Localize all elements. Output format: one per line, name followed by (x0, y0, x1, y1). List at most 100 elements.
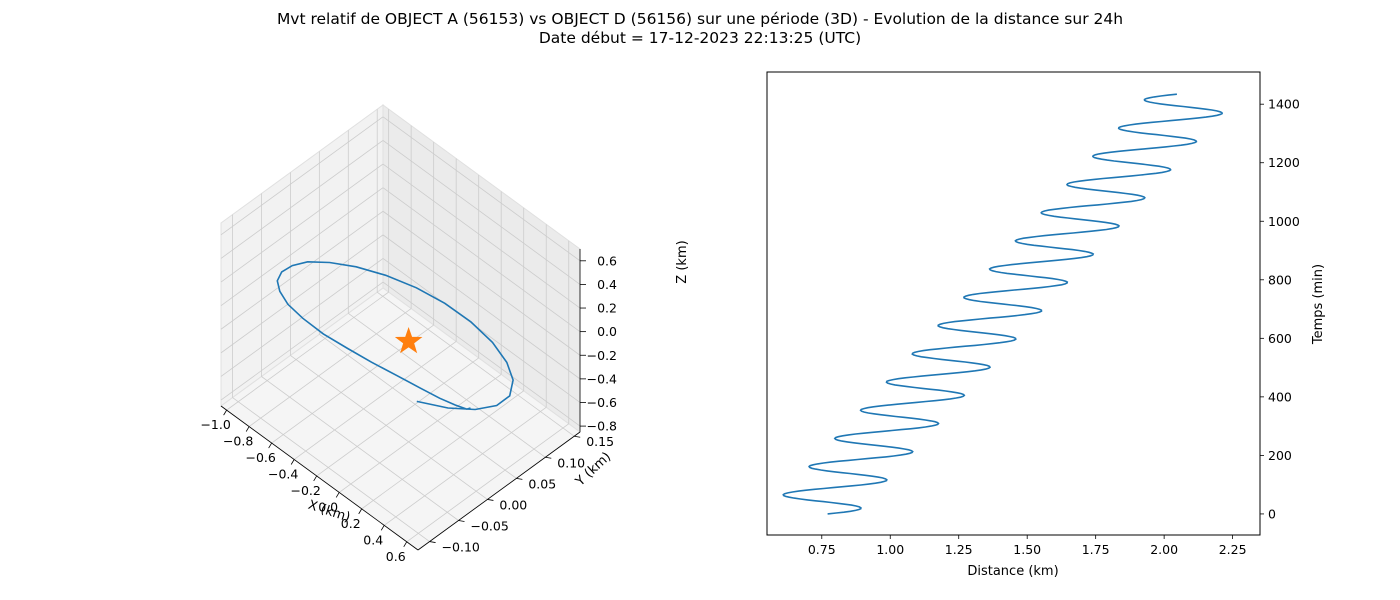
tick-x3d (335, 492, 340, 498)
distance-series-line (782, 93, 1224, 515)
tick-x3d (245, 426, 250, 432)
axes-3d-panes (220, 104, 581, 551)
grid-line-z-back (382, 140, 581, 285)
tick-y3d (458, 520, 465, 522)
tick-label-x3d: −0.6 (245, 450, 275, 465)
tick-label-z3d: −0.8 (587, 419, 617, 434)
grid-line-x-floor (361, 390, 524, 510)
axis-label-distance: Distance (km) (967, 564, 1058, 579)
grid-line-x-floor (293, 341, 457, 460)
axes-2d-ticks: 0.75 1.00 1.25 1.50 1.75 2.00 2.25 0 200 400 600 80… (808, 97, 1300, 557)
tick-label-x2d: 1.00 (876, 542, 904, 557)
grid-line-z-left (220, 210, 384, 330)
tick-label-x3d: −0.2 (291, 483, 321, 498)
axis-label-z3d: Z (km) (675, 240, 690, 283)
trajectory-3d-line (276, 260, 514, 411)
tick-x3d (290, 459, 295, 465)
tick-label-x3d: −0.8 (223, 434, 253, 449)
tick-label-y3d: 0.05 (528, 476, 556, 491)
tick-label-z3d: 0.2 (597, 301, 617, 316)
axes-2d-frame (766, 71, 1261, 536)
grid-line-z-left (220, 116, 384, 236)
grid-line-x-floor (338, 374, 502, 493)
axis-label-temps: Temps (min) (1311, 264, 1326, 345)
grid-line-z-back (382, 234, 581, 380)
tick-x3d (380, 525, 385, 531)
tick-x3d (313, 475, 318, 482)
tick-label-x2d: 1.25 (945, 542, 973, 557)
tick-label-y3d: −0.05 (471, 519, 509, 534)
tick-label-y3d: 0.15 (586, 434, 614, 449)
grid-line-x-floor (226, 291, 389, 411)
tick-label-x3d: −0.4 (268, 466, 298, 481)
grid-line-y-floor (232, 397, 430, 542)
tick-x3d (268, 442, 273, 449)
tick-y3d (545, 456, 552, 459)
tick-label-x3d: 0.2 (341, 516, 361, 531)
tick-label-y2d: 400 (1268, 389, 1292, 404)
axes-3d-data (276, 260, 514, 411)
tick-label-y3d: −0.10 (442, 540, 480, 555)
grid-line-z-back (382, 116, 581, 262)
grid-line-z-left (220, 163, 384, 283)
tick-label-z3d: −0.2 (587, 348, 617, 363)
tick-label-z3d: 0.6 (597, 253, 617, 268)
tick-label-y2d: 600 (1268, 331, 1292, 346)
tick-label-y3d: 0.00 (499, 497, 527, 512)
grid-line-z-back (382, 187, 581, 332)
tick-label-x2d: 0.75 (808, 542, 836, 557)
tick-label-y2d: 800 (1268, 272, 1292, 287)
tick-label-x3d: −1.0 (200, 417, 230, 432)
tick-y3d (574, 435, 581, 438)
grid-line-z-back (382, 258, 581, 403)
tick-y3d (487, 499, 494, 501)
tick-label-y2d: 0 (1268, 506, 1276, 521)
origin-star-marker (394, 326, 423, 354)
tick-label-x3d: 0.0 (318, 499, 338, 514)
tick-label-z3d: 0.0 (597, 324, 617, 339)
grid-line-y-floor (290, 355, 488, 500)
tick-label-x2d: 1.50 (1013, 542, 1041, 557)
grid-line-x-floor (383, 406, 547, 526)
grid-line-x-floor (406, 423, 569, 543)
tick-label-x3d: 0.4 (363, 532, 383, 547)
grid-line-x-floor (248, 308, 412, 427)
grid-line-z-back (382, 210, 581, 356)
tick-label-x2d: 2.25 (1219, 542, 1247, 557)
grid-line-z-left (220, 281, 384, 401)
tick-y3d (429, 541, 436, 543)
tick-label-y2d: 200 (1268, 448, 1292, 463)
axis-line-y3d (417, 431, 581, 551)
figure-subtitle: Date début = 17-12-2023 22:13:25 (UTC) (538, 29, 862, 47)
tick-label-y2d: 1000 (1268, 214, 1300, 229)
axes-3d: −1.0−0.8−0.6−0.4−0.20.00.20.40.6−0.10−0.… (200, 104, 690, 564)
grid-line-z-back (382, 281, 581, 427)
tick-y3d (516, 477, 523, 480)
tick-x3d (403, 541, 408, 547)
tick-label-y2d: 1200 (1268, 155, 1300, 170)
tick-x3d (223, 409, 227, 416)
grid-line-z-left (220, 234, 384, 354)
axis-line-x3d (220, 405, 419, 551)
grid-line-z-left (220, 187, 384, 306)
grid-line-x-floor (316, 357, 479, 477)
tick-label-z3d: −0.4 (587, 371, 617, 386)
tick-label-z3d: 0.4 (597, 277, 617, 292)
grid-line-y-floor (319, 334, 517, 479)
tick-label-z3d: −0.6 (587, 395, 617, 410)
tick-label-y3d: 0.10 (557, 455, 585, 470)
figure-title: Mvt relatif de OBJECT A (56153) vs OBJEC… (276, 10, 1124, 28)
tick-label-x3d: 0.6 (386, 549, 406, 564)
axes-2d: 0.75 1.00 1.25 1.50 1.75 2.00 2.25 0 200 400 600 80… (766, 71, 1326, 579)
tick-label-x2d: 1.75 (1082, 542, 1110, 557)
grid-line-z-left (220, 140, 384, 259)
grid-line-y-floor (348, 312, 546, 458)
tick-x3d (358, 508, 363, 515)
tick-label-y2d: 1400 (1268, 97, 1300, 112)
grid-line-z-back (382, 163, 581, 309)
grid-line-y-floor (376, 291, 575, 437)
tick-label-x2d: 2.00 (1150, 542, 1178, 557)
grid-line-y-floor (261, 376, 459, 521)
axes-3d-ticks: −1.0−0.8−0.6−0.4−0.20.00.20.40.6−0.10−0.… (200, 249, 617, 564)
